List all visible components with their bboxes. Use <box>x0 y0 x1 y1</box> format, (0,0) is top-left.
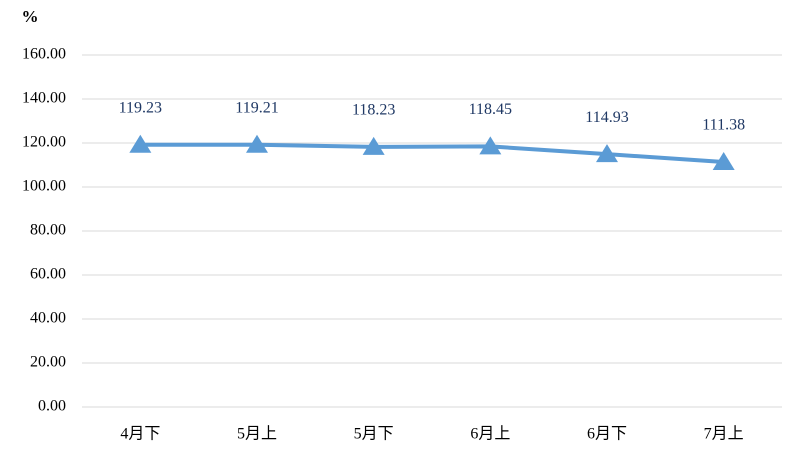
x-tick-label: 5月上 <box>237 425 277 443</box>
data-label: 118.45 <box>469 101 512 118</box>
data-label: 118.23 <box>352 102 395 119</box>
marker <box>362 136 385 155</box>
marker <box>246 134 268 153</box>
y-tick-label: 140.00 <box>22 90 66 107</box>
x-tick-label: 6月上 <box>470 425 510 443</box>
x-tick-label: 7月上 <box>704 425 744 443</box>
data-label: 119.21 <box>235 99 278 116</box>
x-tick-label: 6月下 <box>587 426 627 443</box>
data-line <box>140 142 724 164</box>
data-label: 111.38 <box>702 117 745 134</box>
marker <box>129 134 152 153</box>
data-label: 114.93 <box>585 109 628 126</box>
x-tick-label: 5月下 <box>354 426 394 443</box>
y-tick-label: 0.00 <box>38 398 66 415</box>
data-label: 119.23 <box>119 99 162 116</box>
marker <box>712 151 735 170</box>
y-tick-label: 40.00 <box>30 310 66 327</box>
y-tick-label: 20.00 <box>30 354 66 371</box>
marker <box>479 136 502 155</box>
y-tick-label: 80.00 <box>30 222 66 239</box>
marker <box>596 144 618 163</box>
x-tick-label: 4月下 <box>120 426 160 443</box>
y-axis-label: % <box>22 7 39 26</box>
y-tick-label: 120.00 <box>22 134 66 151</box>
y-tick-label: 60.00 <box>30 266 66 283</box>
y-tick-label: 160.00 <box>22 46 66 63</box>
y-tick-label: 100.00 <box>22 178 66 195</box>
